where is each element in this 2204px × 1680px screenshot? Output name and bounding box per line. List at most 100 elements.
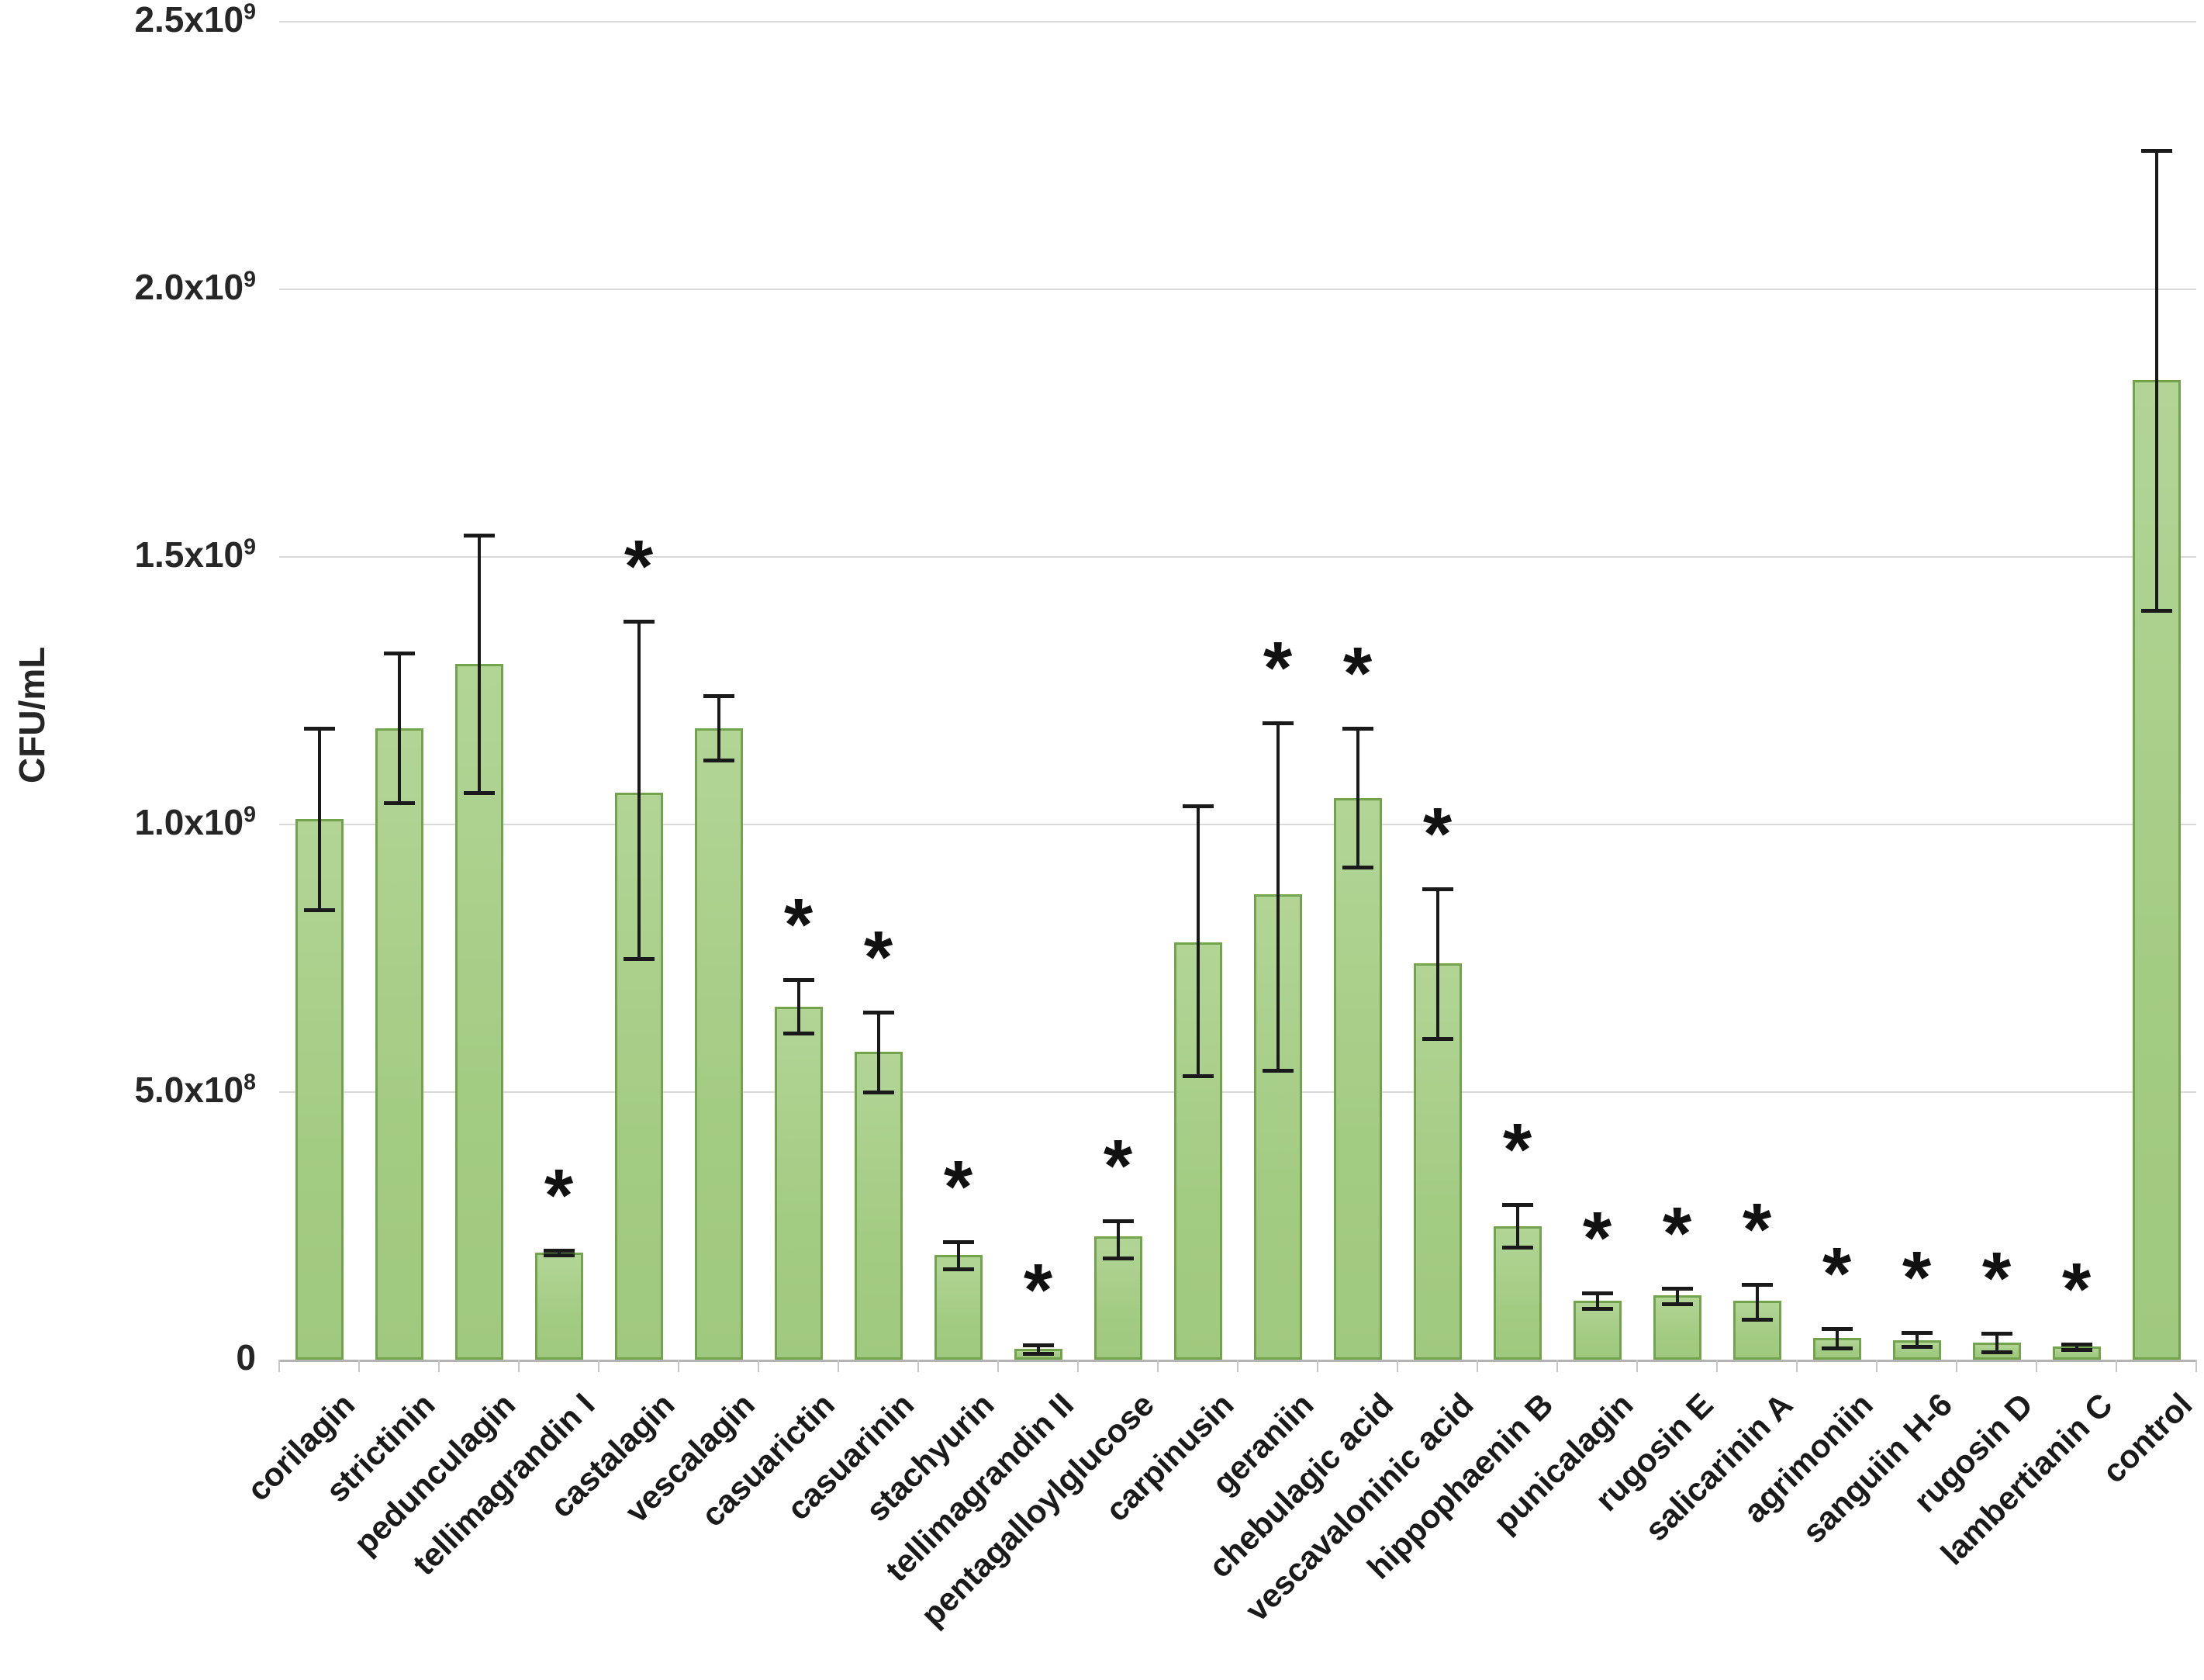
error-bar <box>1915 1332 1919 1347</box>
error-bar <box>637 620 641 959</box>
error-bar-cap-top <box>543 1248 575 1253</box>
bar-casuarinin <box>854 1052 903 1360</box>
x-axis-tick <box>1716 1360 1718 1372</box>
error-bar-cap-top <box>1342 726 1373 731</box>
error-bar-cap-top <box>1981 1332 2012 1336</box>
error-bar-cap-bottom <box>2140 609 2172 613</box>
significance-asterisk: * <box>1981 1237 2012 1321</box>
bar-tellimagrandin-i <box>534 1253 583 1360</box>
gridline <box>279 289 2196 290</box>
error-bar-cap-bottom <box>623 956 655 961</box>
error-bar-cap-bottom <box>2061 1347 2092 1352</box>
significance-asterisk: * <box>1902 1236 1932 1319</box>
error-bar-cap-top <box>623 619 655 624</box>
y-tick-label: 0 <box>236 1337 256 1378</box>
error-bar-cap-bottom <box>1182 1074 1214 1079</box>
x-axis-tick <box>1636 1360 1638 1372</box>
x-axis-tick <box>1876 1360 1878 1372</box>
x-axis-tick <box>997 1360 999 1372</box>
significance-asterisk: * <box>863 915 893 999</box>
error-bar-cap-top <box>2061 1342 2092 1346</box>
error-bar-cap-bottom <box>543 1253 575 1258</box>
significance-asterisk: * <box>1422 792 1453 876</box>
x-axis-tick <box>2195 1360 2197 1372</box>
error-bar-cap-bottom <box>1022 1351 1054 1356</box>
error-bar-cap-top <box>1581 1291 1613 1295</box>
error-bar <box>717 696 720 761</box>
gridline <box>279 556 2196 558</box>
x-axis-tick <box>598 1360 599 1372</box>
y-tick-label: 5.0x108 <box>134 1070 256 1110</box>
error-bar <box>477 535 481 793</box>
bar-corilagin <box>295 819 344 1360</box>
x-axis-tick <box>438 1360 440 1372</box>
error-bar <box>2074 1343 2078 1350</box>
y-tick-label: 1.0x109 <box>134 802 256 842</box>
error-bar-cap-bottom <box>1262 1069 1294 1073</box>
x-axis-tick <box>917 1360 919 1372</box>
error-bar-cap-bottom <box>1102 1256 1134 1260</box>
bar-chebulagic-acid <box>1333 797 1382 1360</box>
error-bar <box>876 1011 880 1092</box>
bar-vescalagin <box>694 728 743 1360</box>
significance-asterisk: * <box>2061 1247 2092 1331</box>
x-axis-tick <box>2036 1360 2037 1372</box>
error-bar-cap-top <box>1422 887 1453 891</box>
y-tick-label: 1.5x109 <box>134 534 256 575</box>
gridline <box>279 1091 2196 1093</box>
error-bar <box>796 980 800 1034</box>
error-bar <box>397 653 401 804</box>
error-bar-cap-top <box>1102 1219 1134 1223</box>
error-bar-cap-top <box>1262 721 1294 725</box>
error-bar-cap-bottom <box>782 1032 814 1036</box>
error-bar-cap-top <box>383 652 415 656</box>
x-axis-tick <box>1556 1360 1558 1372</box>
significance-asterisk: * <box>1742 1188 1772 1272</box>
error-bar-cap-bottom <box>1422 1037 1453 1041</box>
significance-asterisk: * <box>1582 1196 1612 1280</box>
error-bar-cap-bottom <box>1981 1350 2012 1354</box>
significance-asterisk: * <box>1023 1248 1053 1332</box>
x-axis-tick <box>278 1360 280 1372</box>
error-bar <box>1036 1344 1040 1353</box>
error-bar <box>1356 728 1359 868</box>
significance-asterisk: * <box>1822 1232 1852 1315</box>
error-bar <box>2154 150 2158 610</box>
error-bar <box>1995 1333 1998 1352</box>
error-bar-cap-top <box>1661 1287 1693 1291</box>
error-bar-cap-bottom <box>1342 866 1373 870</box>
error-bar-cap-top <box>1022 1343 1054 1347</box>
error-bar <box>1595 1292 1599 1309</box>
bar-stachyurin <box>934 1255 983 1360</box>
error-bar-cap-top <box>2140 148 2172 153</box>
bar-strictinin <box>375 728 423 1360</box>
error-bar-cap-bottom <box>303 908 335 913</box>
x-axis-tick <box>838 1360 839 1372</box>
error-bar <box>1116 1220 1120 1258</box>
error-bar-cap-bottom <box>383 801 415 806</box>
error-bar <box>956 1242 960 1269</box>
error-bar-cap-bottom <box>1741 1318 1773 1322</box>
error-bar-cap-bottom <box>942 1267 974 1271</box>
error-bar-cap-top <box>942 1240 974 1245</box>
error-bar-cap-top <box>1741 1283 1773 1288</box>
significance-asterisk: * <box>1502 1108 1532 1191</box>
bar-casuarictin <box>774 1006 823 1360</box>
error-bar-cap-top <box>1901 1330 1933 1335</box>
error-bar-cap-top <box>862 1010 894 1015</box>
x-axis-tick <box>1477 1360 1478 1372</box>
error-bar-cap-top <box>782 978 814 983</box>
error-bar <box>1835 1328 1839 1348</box>
error-bar <box>1435 888 1439 1039</box>
error-bar-cap-bottom <box>1581 1307 1613 1312</box>
error-bar-cap-top <box>463 534 495 538</box>
x-axis-tick <box>758 1360 759 1372</box>
error-bar <box>1276 722 1280 1071</box>
significance-asterisk: * <box>1103 1124 1133 1208</box>
error-bar-cap-bottom <box>1901 1345 1933 1350</box>
significance-asterisk: * <box>1662 1192 1692 1276</box>
x-axis-tick <box>1397 1360 1398 1372</box>
error-bar-cap-top <box>1501 1202 1533 1207</box>
significance-asterisk: * <box>783 883 814 967</box>
